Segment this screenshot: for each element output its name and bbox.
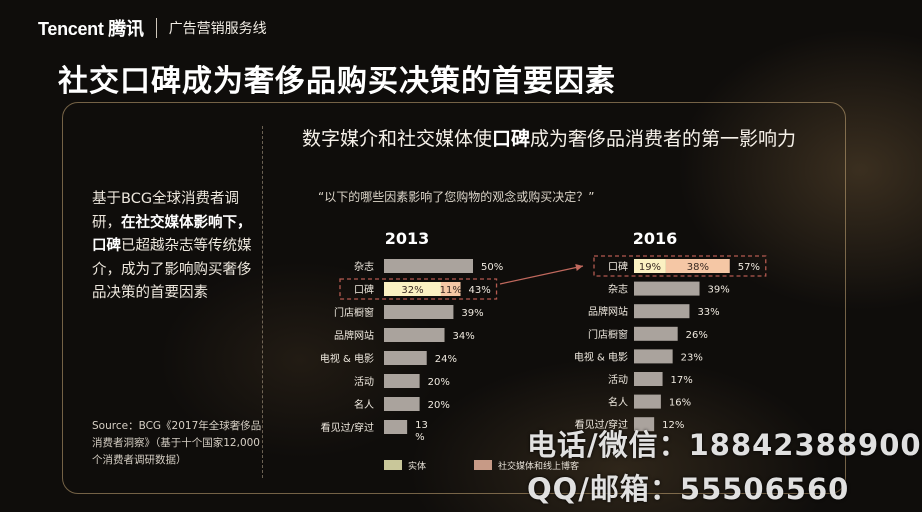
highlight-box [339,278,498,300]
content-frame [62,102,846,494]
chart-subtitle: 数字媒介和社交媒体使口碑成为奢侈品消费者的第一影响力 [302,124,796,151]
watermark-phone: 电话/微信：18842388900 [527,428,922,462]
header-tagline: 广告营销服务线 [168,21,267,37]
chart-title-2016: 2016 [633,229,678,248]
bar [384,305,454,319]
value-label: 23% [681,352,703,363]
category-label: 活动 [608,374,628,386]
subtitle-pre: 数字媒介和社交媒体使 [302,128,493,150]
category-label: 电视 & 电影 [574,350,628,363]
bar [384,374,420,388]
legend-label: 实体 [408,460,426,472]
value-label: 16% [669,398,691,409]
bar [634,349,673,364]
value-label: 17% [671,375,693,386]
legend-swatch [474,460,492,470]
category-label: 口碑 [354,283,374,296]
value-label: 26% [686,330,708,341]
value-label: 39% [708,285,730,296]
category-label: 活动 [354,376,374,388]
category-label: 品牌网站 [334,329,374,342]
summary-bold-2: 口碑 [92,238,121,254]
highlight-segment-bar [440,282,461,296]
value-label: 20% [428,377,450,388]
subtitle-post: 成为奢侈品消费者的第一影响力 [530,128,797,150]
category-label: 杂志 [608,283,628,296]
summary-bold-1: 在社交媒体影响下， [121,214,252,231]
category-label: 品牌网站 [588,305,628,318]
bar [634,281,700,296]
highlight-segment-label: 19% [639,262,661,273]
value-label: 33% [697,307,719,318]
bar [634,394,661,409]
highlight-segment-bar [384,282,441,296]
category-label: 杂志 [354,260,374,273]
category-label: 电视 & 电影 [320,352,374,365]
highlight-segment-label: 32% [401,285,423,296]
category-label: 名人 [608,396,628,409]
summary-text: 基于BCG全球消费者调研，在社交媒体影响下，口碑已超越杂志等传统媒介，成为了影响… [92,188,252,306]
category-label: 名人 [354,398,374,411]
category-label: 门店橱窗 [334,306,374,319]
value-label: 24% [435,354,457,365]
chart-title-2013: 2013 [385,229,430,248]
category-label: 看见过/穿过 [575,418,628,431]
tencent-logo: Tencent 腾讯 [38,19,144,39]
value-label: 34% [453,331,475,342]
bar [384,397,420,411]
highlight-segment-bar [634,259,666,273]
summary-part-2: 已超越杂志等传统媒介，成为了影响购买奢侈品决策的首要因素 [92,238,252,301]
value-label: 12% [662,420,684,431]
category-label: 门店橱窗 [588,328,628,341]
page-title: 社交口碑成为奢侈品购买决策的首要因素 [58,64,616,99]
category-label: 口碑 [608,260,628,273]
value-label: 39% [461,308,483,319]
legend-swatch [384,460,402,470]
value-label: 13% [415,420,428,443]
watermark-email: QQ/邮箱：55506560 [527,472,850,506]
bar [634,372,663,386]
bar [384,259,473,273]
highlight-segment-label: 38% [687,262,709,273]
value-label: 57% [738,262,760,273]
bar [634,304,690,319]
highlight-segment-bar [665,259,730,273]
survey-question: “以下的哪些因素影响了您购物的观念或购买决定？” [318,190,595,204]
value-label: 50% [481,262,503,273]
connector-arrow [499,264,584,285]
bar [634,326,678,341]
value-label: 43% [469,285,491,296]
highlight-box [593,255,767,277]
source-note: Source：BCG《2017年全球奢侈品消费者洞察》（基于十个国家12,000… [92,420,262,466]
category-label: 看见过/穿过 [321,421,374,434]
bar [384,420,408,434]
highlight-segment-label: 11% [440,285,462,296]
header-divider [155,18,157,38]
subtitle-bold: 口碑 [492,128,531,150]
bar [384,351,427,365]
summary-part-1: 基于BCG全球消费者调研， [92,191,240,231]
bar [634,417,655,432]
header: Tencent 腾讯 广告营销服务线 [38,16,267,40]
bar [384,328,445,342]
value-label: 20% [428,400,450,411]
vertical-divider [262,126,263,478]
legend-label: 社交媒体和线上博客 [498,460,579,472]
